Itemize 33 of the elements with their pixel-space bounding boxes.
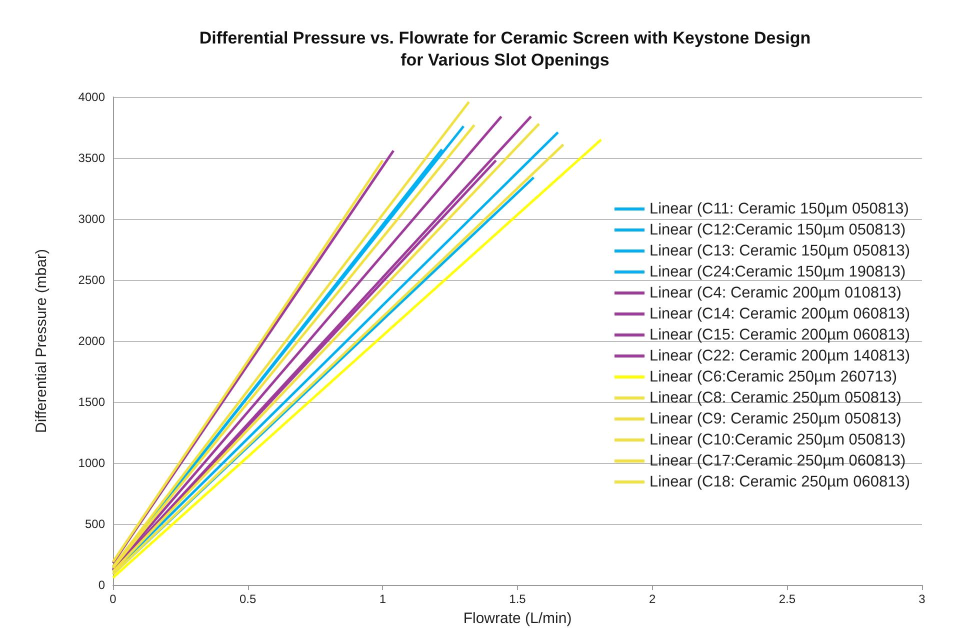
legend-label: Linear (C11: Ceramic 150µm 050813) — [649, 200, 909, 218]
x-tick-label: 0 — [110, 592, 117, 606]
legend-label: Linear (C8: Ceramic 250µm 050813) — [649, 390, 902, 406]
legend-label: Linear (C4: Ceramic 200µm 010813) — [649, 284, 902, 302]
y-tick-label: 1500 — [78, 395, 106, 409]
legend-label: Linear (C6:Ceramic 250µm 260713) — [649, 368, 898, 386]
y-tick-label: 1000 — [78, 456, 106, 470]
x-axis-title: Flowrate (L/min) — [463, 610, 572, 627]
legend-label: Linear (C14: Ceramic 200µm 060813) — [649, 306, 910, 322]
x-tick-label: 1.5 — [509, 592, 526, 606]
legend-label: Linear (C13: Ceramic 150µm 050813) — [649, 242, 910, 260]
legend-label: Linear (C10:Ceramic 250µm 050813) — [649, 432, 906, 448]
legend-label: Linear (C22: Ceramic 200µm 140813) — [649, 348, 910, 364]
x-tick-label: 2.5 — [778, 592, 796, 606]
y-tick-label: 500 — [84, 517, 106, 531]
legend-label: Linear (C17:Ceramic 250µm 060813) — [649, 452, 906, 470]
legend-label: Linear (C15: Ceramic 200µm 060813) — [649, 326, 910, 344]
y-tick-label: 3500 — [78, 151, 106, 165]
x-tick-label: 0.5 — [239, 592, 256, 606]
y-tick-label: 0 — [98, 578, 106, 592]
y-tick-label: 3000 — [78, 212, 106, 226]
legend-label: Linear (C24:Ceramic 150µm 190813) — [649, 264, 906, 280]
x-tick-label: 3 — [918, 592, 926, 606]
legend-label: Linear (C12:Ceramic 150µm 050813) — [649, 222, 906, 238]
y-axis-title: Differential Pressure (mbar) — [33, 249, 50, 433]
y-tick-label: 2500 — [78, 273, 106, 287]
chart-title: Differential Pressure vs. Flowrate for Ceramic Screen with Keystone Design for Various Slot Openings — [199, 28, 811, 70]
y-tick-label: 4000 — [78, 90, 106, 104]
x-tick-label: 2 — [648, 592, 656, 606]
legend-label: Linear (C18: Ceramic 250µm 060813) — [649, 474, 910, 490]
y-tick-label: 2000 — [78, 334, 106, 348]
legend-label: Linear (C9: Ceramic 250µm 050813) — [649, 410, 902, 428]
x-tick-label: 1 — [379, 592, 386, 606]
